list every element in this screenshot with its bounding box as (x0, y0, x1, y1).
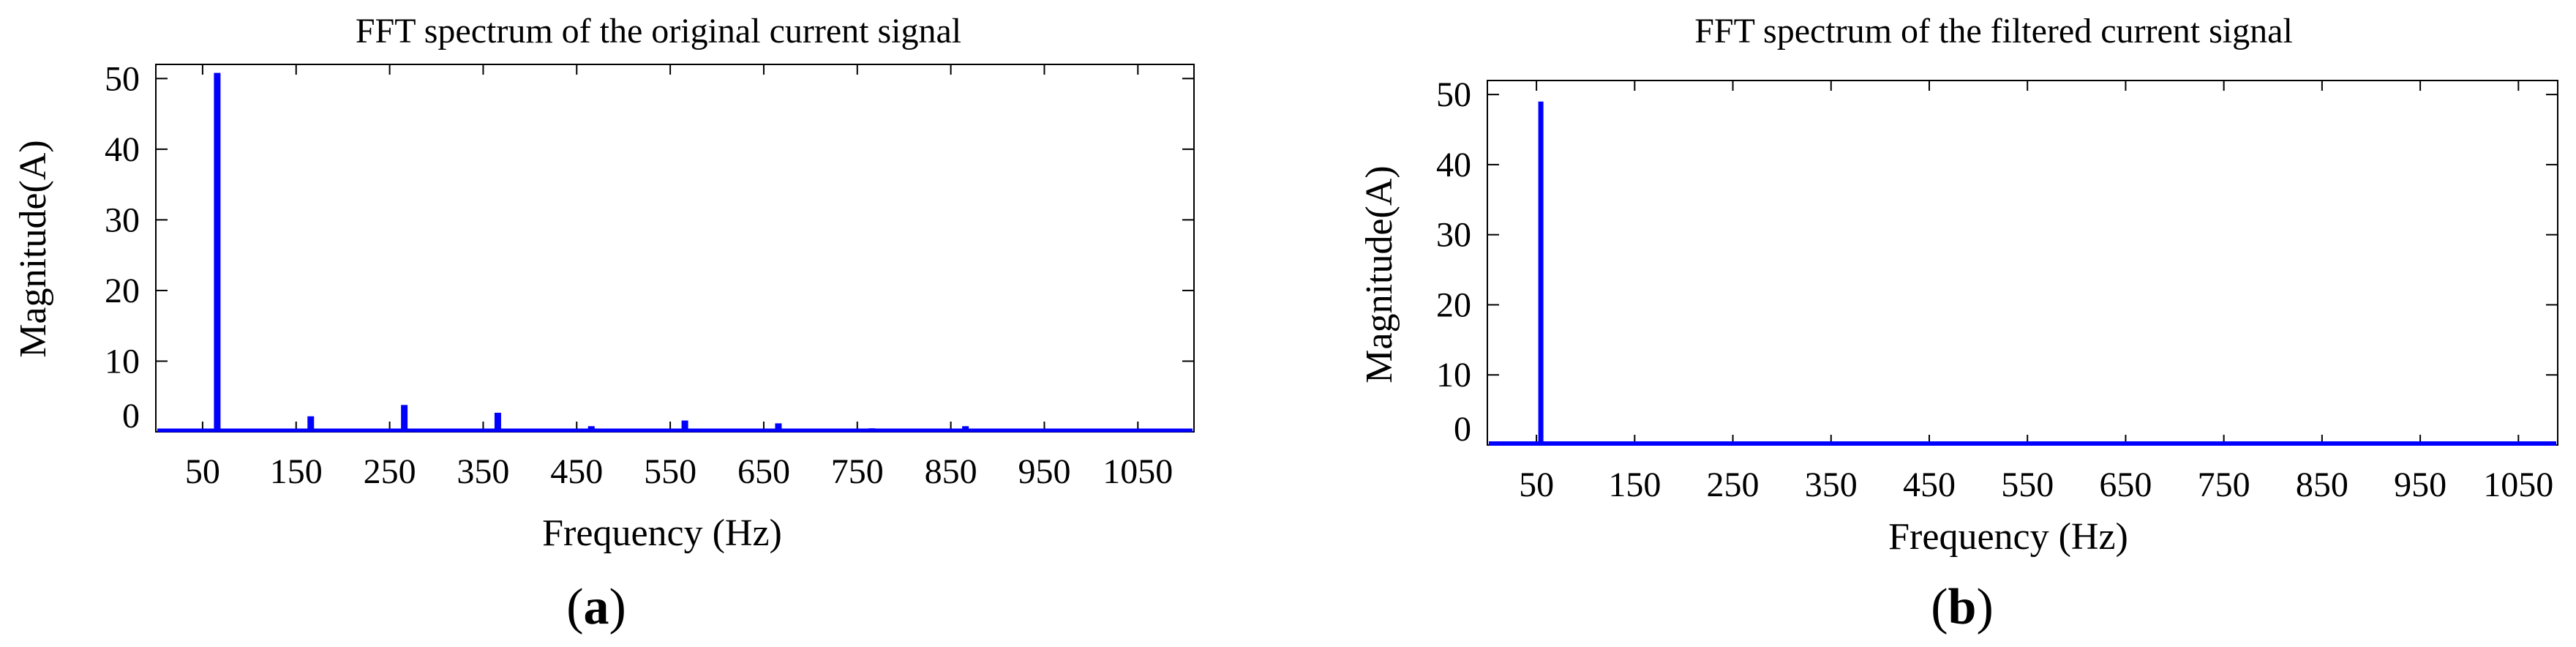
chart-b-ytick-label: 30 (1436, 216, 1471, 255)
chart-a-xtick-label: 650 (737, 452, 790, 491)
chart-a-ytick-label: 20 (105, 272, 140, 310)
chart-b-ylabel: Magnitude(A) (1359, 165, 1400, 383)
chart-a-bar (401, 405, 408, 432)
chart-a-bar (307, 416, 315, 432)
chart-b-xtick-label: 50 (1519, 465, 1554, 504)
chart-a-xtick-label: 850 (925, 452, 977, 491)
chart-a-ylabel: Magnitude(A) (12, 140, 54, 357)
chart-b: FFT spectrum of the filtered current sig… (1359, 12, 2558, 635)
chart-a: FFT spectrum of the original current sig… (12, 12, 1195, 635)
chart-a-xtick-label: 150 (270, 452, 323, 491)
chart-a-bar (775, 423, 782, 432)
chart-b-xtick-label: 750 (2198, 465, 2250, 504)
chart-a-axes-frame (155, 64, 1195, 433)
chart-a-ytick-label: 40 (105, 130, 140, 169)
chart-a-bar (962, 426, 969, 432)
chart-a-bar (681, 420, 688, 432)
chart-a-bar (587, 426, 595, 432)
chart-a-xtick-label: 950 (1018, 452, 1070, 491)
chart-a-xlabel: Frequency (Hz) (542, 512, 782, 554)
chart-a-bar (868, 428, 876, 432)
chart-a-ytick-label: 0 (122, 397, 140, 435)
chart-b-xtick-label: 350 (1805, 465, 1858, 504)
chart-a-bar (214, 72, 221, 432)
chart-a-xtick-label: 450 (550, 452, 603, 491)
chart-a-xtick-label: 550 (644, 452, 696, 491)
chart-b-ytick-label: 10 (1436, 356, 1471, 394)
chart-b-xtick-label: 150 (1608, 465, 1661, 504)
chart-a-xtick-label: 350 (457, 452, 509, 491)
chart-b-ytick-label: 0 (1454, 410, 1471, 449)
chart-b-xtick-label: 250 (1707, 465, 1760, 504)
chart-a-xtick-label: 1050 (1103, 452, 1173, 491)
chart-b-axes-frame (1487, 80, 2558, 446)
chart-a-xtick-label: 750 (831, 452, 884, 491)
chart-b-ytick-label: 20 (1436, 285, 1471, 324)
panel-a-label: (a) (566, 579, 626, 635)
chart-a-bar (1149, 430, 1156, 432)
chart-b-plot: 0 10 20 30 40 50 50 150 250 350 450 550 650 750 850 950… (1436, 75, 2558, 504)
chart-b-xtick-label: 450 (1903, 465, 1956, 504)
chart-b-xtick-label: 850 (2296, 465, 2348, 504)
chart-b-bar (1538, 101, 1544, 445)
chart-b-ytick-label: 50 (1436, 75, 1471, 114)
chart-b-xtick-label: 650 (2099, 465, 2152, 504)
chart-b-xtick-label: 550 (2001, 465, 2054, 504)
chart-b-ytick-label: 40 (1436, 146, 1471, 184)
chart-a-ytick-label: 10 (105, 342, 140, 381)
chart-a-ytick-label: 50 (105, 59, 140, 98)
chart-b-title: FFT spectrum of the filtered current sig… (1694, 12, 2293, 51)
chart-b-xtick-label: 950 (2394, 465, 2447, 504)
chart-a-bar (494, 412, 501, 432)
chart-a-title: FFT spectrum of the original current sig… (356, 12, 961, 51)
chart-a-xtick-label: 50 (185, 452, 220, 491)
panel-b-label: (b) (1931, 579, 1994, 635)
chart-a-bar (1055, 430, 1062, 432)
chart-a-plot: 0 10 20 30 40 50 50 150 250 350 450 550 650 750 850 950… (105, 59, 1195, 491)
chart-a-ytick-label: 30 (105, 201, 140, 239)
chart-b-xlabel: Frequency (Hz) (1888, 516, 2128, 558)
chart-a-xtick-label: 250 (364, 452, 416, 491)
chart-b-xtick-label: 1050 (2483, 465, 2553, 504)
